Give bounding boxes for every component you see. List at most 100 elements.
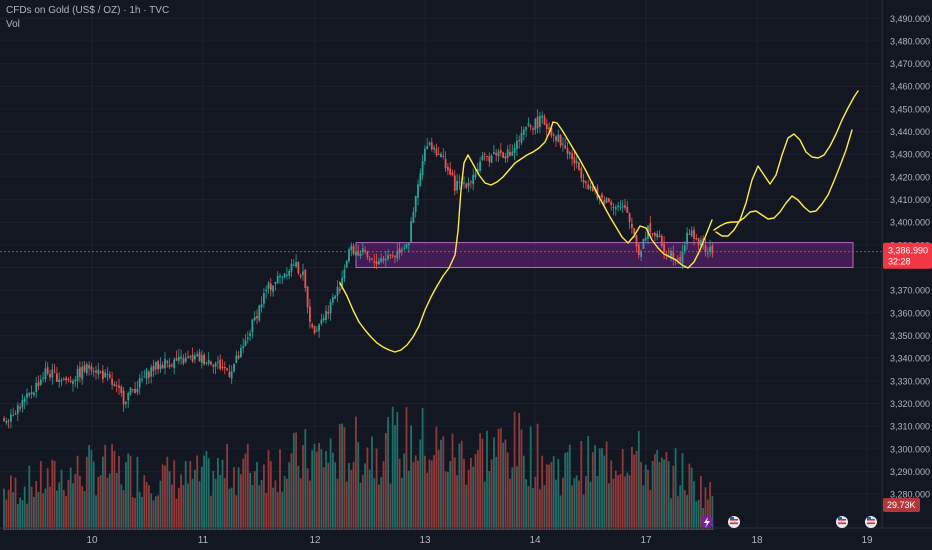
volume-bar bbox=[513, 411, 516, 530]
candle-body bbox=[288, 270, 291, 276]
time-axis[interactable]: 10 11 12 13 14 17 18 19 bbox=[0, 527, 932, 546]
volume-bar bbox=[175, 498, 178, 530]
candle-body bbox=[74, 379, 77, 382]
volume-bar bbox=[697, 499, 700, 530]
volume-bar bbox=[504, 439, 507, 530]
volume-bar bbox=[152, 500, 155, 530]
volume-bar bbox=[161, 464, 164, 530]
volume-bar bbox=[329, 438, 332, 530]
volume-bar bbox=[361, 474, 364, 530]
candle-body bbox=[690, 230, 693, 237]
volume-bar bbox=[380, 477, 383, 530]
flag-canton-icon bbox=[730, 517, 734, 520]
volume-bar bbox=[536, 423, 539, 530]
volume-label[interactable]: Vol bbox=[6, 19, 20, 30]
price-axis[interactable]: 3,490.000 3,480.000 3,470.000 3,460.000 3,45… bbox=[881, 0, 932, 528]
candle-body bbox=[14, 413, 17, 415]
volume-bar bbox=[460, 440, 463, 530]
candle-body bbox=[649, 223, 652, 232]
volume-bar bbox=[79, 475, 81, 530]
volume-bar bbox=[612, 478, 615, 530]
volume-bar bbox=[237, 467, 240, 530]
volume-bar bbox=[95, 495, 97, 530]
candle-body bbox=[69, 380, 72, 383]
volume-bar bbox=[412, 462, 415, 530]
candle-body bbox=[141, 379, 143, 381]
candle-body bbox=[207, 359, 210, 364]
candle-body bbox=[127, 392, 130, 401]
volume-bar bbox=[387, 417, 389, 530]
candle-body bbox=[536, 116, 539, 129]
volume-bar bbox=[223, 477, 226, 530]
volume-bar bbox=[244, 453, 247, 530]
candle-body bbox=[410, 221, 412, 243]
price-tick-label: 3,280.000 bbox=[890, 490, 930, 500]
volume-bar bbox=[667, 461, 670, 530]
volume-bar bbox=[651, 460, 654, 530]
candle-body bbox=[272, 285, 274, 292]
candle-body bbox=[129, 387, 132, 395]
candle-body bbox=[382, 258, 385, 261]
volume-bar bbox=[617, 475, 619, 530]
volume-bar bbox=[173, 460, 176, 530]
volume-bar bbox=[644, 464, 647, 530]
candle-body bbox=[697, 238, 700, 246]
candle-body bbox=[527, 123, 530, 126]
symbol-title[interactable]: CFDs on Gold (US$ / OZ) · 1h · TVC bbox=[6, 5, 170, 16]
projection-paths[interactable] bbox=[339, 90, 859, 353]
candle-body bbox=[695, 237, 698, 240]
volume-bar bbox=[302, 445, 304, 530]
candle-body bbox=[304, 269, 307, 288]
candle-body bbox=[605, 198, 608, 203]
candle-body bbox=[85, 363, 88, 374]
candle-body bbox=[318, 324, 320, 331]
candle-body bbox=[90, 366, 93, 371]
volume-bar bbox=[580, 440, 583, 530]
candle-body bbox=[580, 168, 583, 179]
volume-bar bbox=[665, 451, 668, 530]
volume-bar bbox=[322, 467, 325, 530]
candle-body bbox=[53, 371, 56, 373]
volume-bar bbox=[198, 481, 201, 530]
candle-body bbox=[159, 364, 162, 370]
volume-bar bbox=[520, 429, 523, 530]
candle-body bbox=[511, 151, 514, 156]
candle-body bbox=[106, 374, 109, 376]
candle-body bbox=[246, 337, 249, 340]
volume-bar bbox=[472, 466, 475, 530]
candle-body bbox=[235, 355, 238, 363]
volume-bar bbox=[154, 496, 157, 530]
volume-bar bbox=[419, 439, 422, 530]
volume-bar bbox=[136, 456, 139, 530]
time-tick-label: 10 bbox=[86, 535, 98, 546]
volume-bar bbox=[49, 486, 51, 530]
candle-body bbox=[274, 281, 277, 284]
volume-bar bbox=[7, 489, 10, 530]
candle-body bbox=[380, 258, 383, 263]
candle-body bbox=[341, 277, 343, 290]
candle-body bbox=[295, 262, 297, 267]
volume-bar bbox=[493, 437, 495, 530]
volume-bar bbox=[426, 472, 429, 530]
volume-bar bbox=[249, 472, 251, 530]
candle-body bbox=[276, 275, 279, 283]
volume-bar bbox=[474, 454, 477, 530]
candle-body bbox=[217, 361, 219, 363]
candle-body bbox=[313, 325, 316, 333]
volume-bar bbox=[522, 455, 525, 530]
price-tick-label: 3,400.000 bbox=[890, 218, 930, 228]
candle-body bbox=[568, 152, 571, 155]
price-tick-label: 3,460.000 bbox=[890, 82, 930, 92]
candle-body bbox=[490, 155, 493, 163]
candle-body bbox=[136, 388, 139, 393]
support-zone[interactable] bbox=[0, 242, 882, 269]
volume-bar bbox=[276, 491, 279, 530]
event-icons[interactable] bbox=[701, 516, 877, 528]
volume-bar bbox=[104, 444, 107, 530]
volume-bar bbox=[621, 448, 624, 530]
candle-body bbox=[221, 366, 224, 368]
candle-body bbox=[619, 206, 622, 208]
flag-canton-icon bbox=[867, 517, 871, 520]
candle-body bbox=[182, 358, 185, 364]
